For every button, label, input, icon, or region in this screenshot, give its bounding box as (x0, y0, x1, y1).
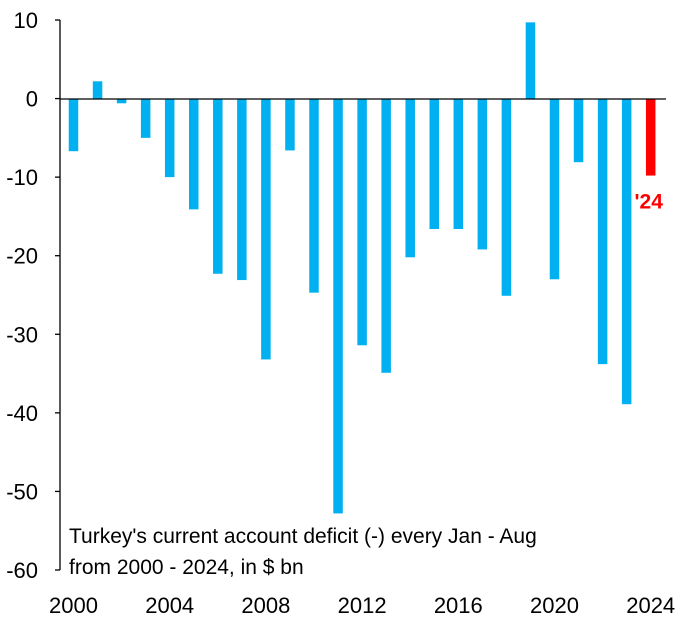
y-tick-label: -10 (6, 165, 38, 190)
bar-2015 (429, 98, 439, 229)
x-tick-labels: 2000 2004 2008 2012 2016 2020 2024 (49, 593, 675, 618)
bar-2019 (525, 22, 536, 99)
bar-2011 (333, 98, 343, 514)
bar-2024 (645, 98, 656, 176)
y-tick-label: -40 (6, 401, 38, 426)
bar-2009 (285, 98, 295, 151)
x-tick-label: 2012 (338, 593, 387, 618)
y-tick-label: -30 (6, 322, 38, 347)
bar-2012 (357, 98, 367, 346)
y-tick-label: 10 (14, 8, 38, 33)
bar-2010 (309, 98, 319, 293)
x-tick-label: 2004 (145, 593, 194, 618)
y-tick-label: -20 (6, 244, 38, 269)
chart-annotation-line-2: from 2000 - 2024, in $ bn (69, 556, 304, 579)
x-tick-label: 2000 (49, 593, 98, 618)
bar-2005 (189, 98, 199, 210)
x-tick-label: 2024 (626, 593, 675, 618)
bar-2001 (92, 81, 103, 99)
bar-2004 (164, 98, 175, 178)
bars-group (68, 22, 656, 514)
bar-2022 (597, 98, 608, 365)
bar-2018 (501, 98, 512, 296)
bar-2000 (68, 98, 79, 152)
bar-2003 (140, 98, 151, 138)
bar-2014 (405, 98, 415, 258)
bar-2017 (477, 98, 488, 250)
y-tick-label: -50 (6, 479, 38, 504)
bar-2020 (549, 98, 560, 280)
bar-2002 (116, 98, 127, 104)
x-tick-label: 2008 (241, 593, 290, 618)
x-tick-label: 2016 (434, 593, 483, 618)
x-tick-label: 2020 (530, 593, 579, 618)
y-tick-label: 0 (26, 87, 38, 112)
bar-2023 (621, 98, 632, 405)
highlight-bar-label: '24 (635, 191, 664, 214)
y-tick-label: -60 (6, 558, 38, 583)
bar-2013 (381, 98, 391, 373)
bar-2008 (261, 98, 271, 360)
bar-2016 (453, 98, 464, 229)
y-tick-labels: 10 0 -10 -20 -30 -40 -50 -60 (6, 8, 60, 583)
bar-2007 (237, 98, 247, 281)
bar-2021 (573, 98, 584, 163)
bar-2006 (213, 98, 223, 274)
chart-annotation-line-1: Turkey's current account deficit (-) eve… (69, 525, 537, 548)
